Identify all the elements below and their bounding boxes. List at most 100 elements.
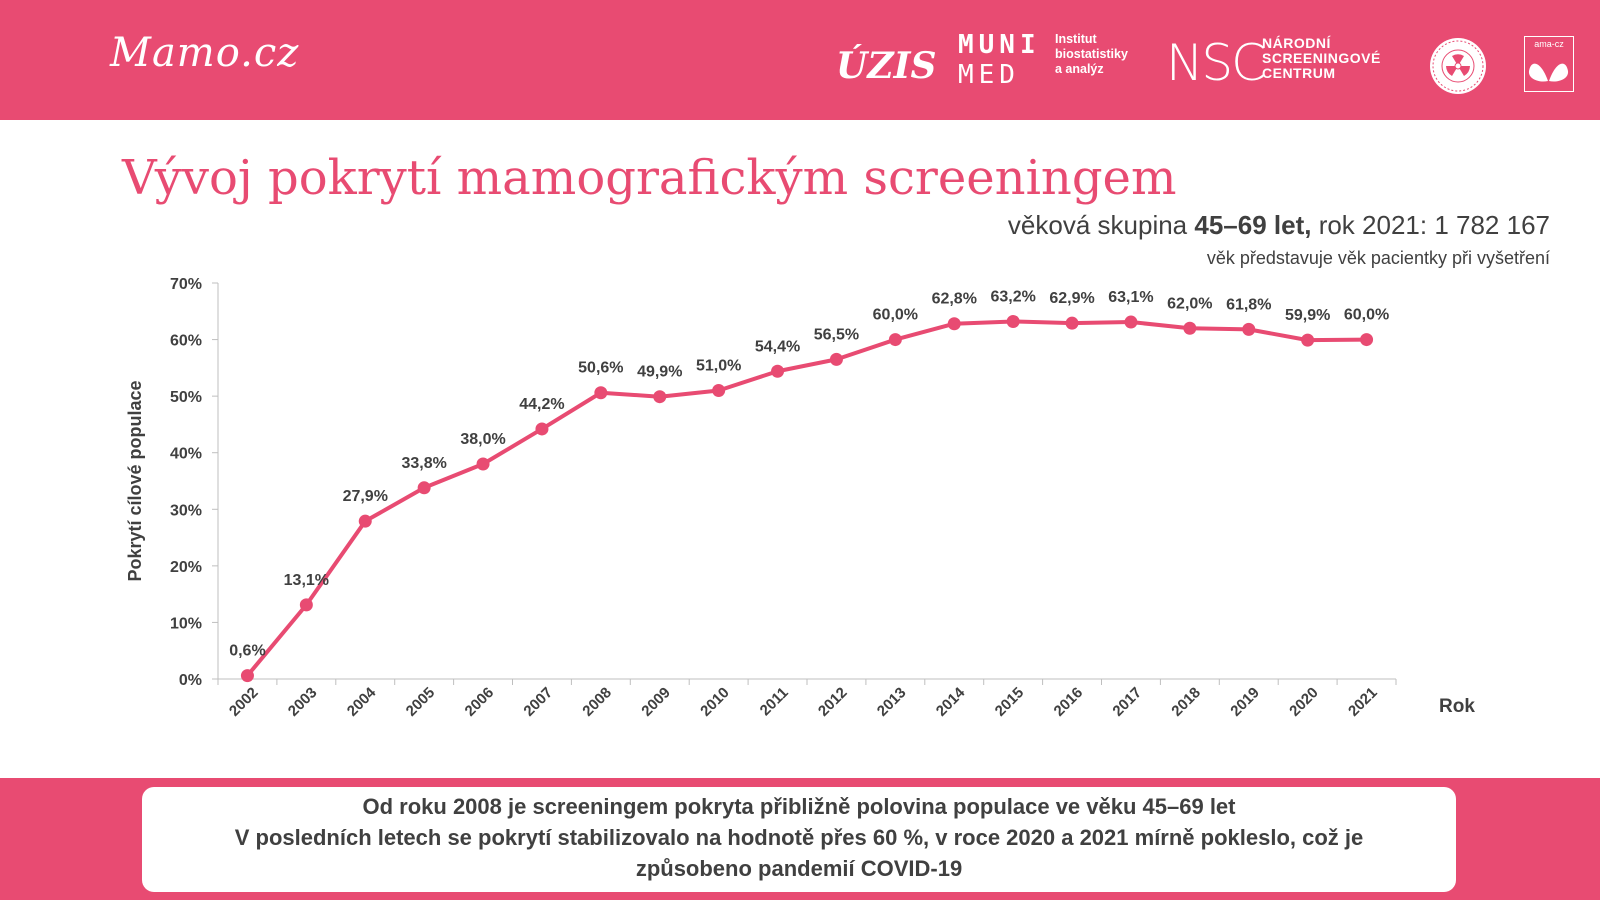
data-point [1360, 333, 1374, 347]
x-tick-label: 2007 [520, 684, 556, 720]
data-point [1124, 315, 1138, 329]
x-tick-label: 2003 [285, 684, 321, 720]
data-label: 62,0% [1167, 295, 1212, 312]
data-label: 56,5% [814, 326, 859, 343]
data-point [535, 422, 549, 436]
x-tick-label: 2014 [933, 684, 969, 720]
data-label: 61,8% [1226, 296, 1271, 313]
nsc-line: NÁRODNÍ [1262, 35, 1331, 51]
coverage-line-chart: 0% 10% 20% 30% 40% 50% 60% 70% 2002 2003 2004 2005 2… [125, 276, 1475, 720]
x-tick-label: 2012 [815, 684, 851, 720]
summary-line: způsobeno pandemií COVID-19 [635, 856, 963, 881]
data-label: 59,9% [1285, 307, 1330, 324]
x-axis-title: Rok [1439, 696, 1475, 717]
y-tick-label: 50% [170, 389, 202, 406]
series-line [245, 319, 1369, 678]
data-point [1065, 316, 1079, 330]
data-point [417, 481, 431, 495]
data-label: 51,0% [696, 357, 741, 374]
y-axis-title: Pokrytí cílové populace [125, 380, 145, 581]
x-tick-label: 2017 [1109, 684, 1145, 720]
data-point [240, 669, 254, 683]
subtitle-age-group: 45–69 let, [1194, 210, 1312, 240]
subtitle-suffix: rok 2021: 1 782 167 [1311, 210, 1550, 240]
x-tick-label: 2021 [1345, 684, 1381, 720]
x-tick-label: 2013 [874, 684, 910, 720]
radiology-seal-icon[interactable] [1430, 38, 1486, 94]
y-tick-label: 20% [170, 559, 202, 576]
iba-logo-text[interactable]: Institut biostatistiky a analýz [1055, 32, 1128, 77]
data-point [1183, 321, 1197, 335]
ama-logo-text: ama-cz [1534, 39, 1564, 49]
x-tick-label: 2015 [992, 684, 1028, 720]
uzis-logo-text: ÚZIS [836, 45, 937, 87]
med-text: MED [958, 60, 1020, 90]
header-bar: Mamo.cz ČR ÚZIS MUNI MED Institut biosta… [0, 0, 1600, 120]
butterfly-icon [1528, 63, 1569, 82]
iba-line: Institut [1055, 32, 1097, 46]
x-tick-label: 2002 [226, 684, 262, 720]
data-point [947, 317, 961, 331]
y-tick-label: 40% [170, 446, 202, 463]
data-point [888, 333, 902, 347]
data-point [712, 383, 726, 397]
muni-text: MUNI [958, 30, 1041, 60]
data-label: 62,8% [932, 291, 977, 308]
data-label: 60,0% [873, 307, 918, 324]
data-label: 63,2% [990, 288, 1035, 305]
data-label: 0,6% [229, 643, 265, 660]
subtitle-prefix: věková skupina [1007, 210, 1195, 240]
summary-line: V posledních letech se pokrytí stabilizo… [234, 825, 1364, 850]
x-tick-label: 2006 [462, 684, 498, 720]
y-tick-label: 0% [179, 672, 202, 689]
summary-callout: Od roku 2008 je screeningem pokryta přib… [142, 787, 1456, 892]
iba-line: a analýz [1055, 62, 1104, 76]
x-tick-label: 2018 [1168, 684, 1204, 720]
data-label: 38,0% [460, 431, 505, 448]
age-note: věk představuje věk pacientky při vyšetř… [1206, 248, 1550, 268]
data-point [299, 598, 313, 612]
data-label: 44,2% [519, 396, 564, 413]
data-point [1006, 314, 1020, 328]
ama-logo[interactable]: ama-cz [1524, 36, 1574, 92]
uzis-logo[interactable]: ČR ÚZIS [836, 45, 937, 91]
iba-line: biostatistiky [1055, 47, 1128, 61]
data-point [653, 390, 667, 404]
x-tick-label: 2016 [1051, 684, 1087, 720]
x-tick-label: 2010 [697, 684, 733, 720]
data-label: 49,9% [637, 364, 682, 381]
data-point [594, 386, 608, 400]
nsc-logo[interactable]: NSC [1166, 34, 1266, 92]
y-tick-label: 10% [170, 615, 202, 632]
data-label: 27,9% [343, 488, 388, 505]
data-label: 60,0% [1344, 307, 1389, 324]
page-title: Vývoj pokrytí mamografickým screeningem [122, 150, 1177, 206]
nsc-line: SCREENINGOVÉ [1262, 50, 1381, 66]
data-point [771, 364, 785, 378]
x-tick-label: 2005 [403, 684, 439, 720]
subtitle: věková skupina 45–69 let, rok 2021: 1 78… [1008, 210, 1550, 241]
data-label: 63,1% [1108, 289, 1153, 306]
data-label: 33,8% [401, 455, 446, 472]
y-tick-label: 70% [170, 276, 202, 293]
x-tick-label: 2020 [1286, 684, 1322, 720]
muni-med-logo[interactable]: MUNI MED [958, 30, 1041, 90]
data-label: 13,1% [284, 572, 329, 589]
data-label: 62,9% [1049, 290, 1094, 307]
data-point [476, 457, 490, 471]
mamo-logo[interactable]: Mamo.cz [110, 30, 300, 76]
radiation-icon [1432, 40, 1484, 92]
data-point [829, 352, 843, 366]
x-tick-label: 2019 [1227, 684, 1263, 720]
nsc-logo-text: NÁRODNÍ SCREENINGOVÉ CENTRUM [1262, 36, 1381, 81]
data-point [358, 514, 372, 528]
data-point [1242, 322, 1256, 336]
x-tick-label: 2011 [757, 684, 792, 719]
nsc-line: CENTRUM [1262, 65, 1336, 81]
summary-line: Od roku 2008 je screeningem pokryta přib… [362, 794, 1236, 819]
x-tick-label: 2009 [638, 684, 674, 720]
x-tick-label: 2008 [579, 684, 615, 720]
y-tick-label: 60% [170, 333, 202, 350]
data-label: 54,4% [755, 338, 800, 355]
data-point [1301, 333, 1315, 347]
